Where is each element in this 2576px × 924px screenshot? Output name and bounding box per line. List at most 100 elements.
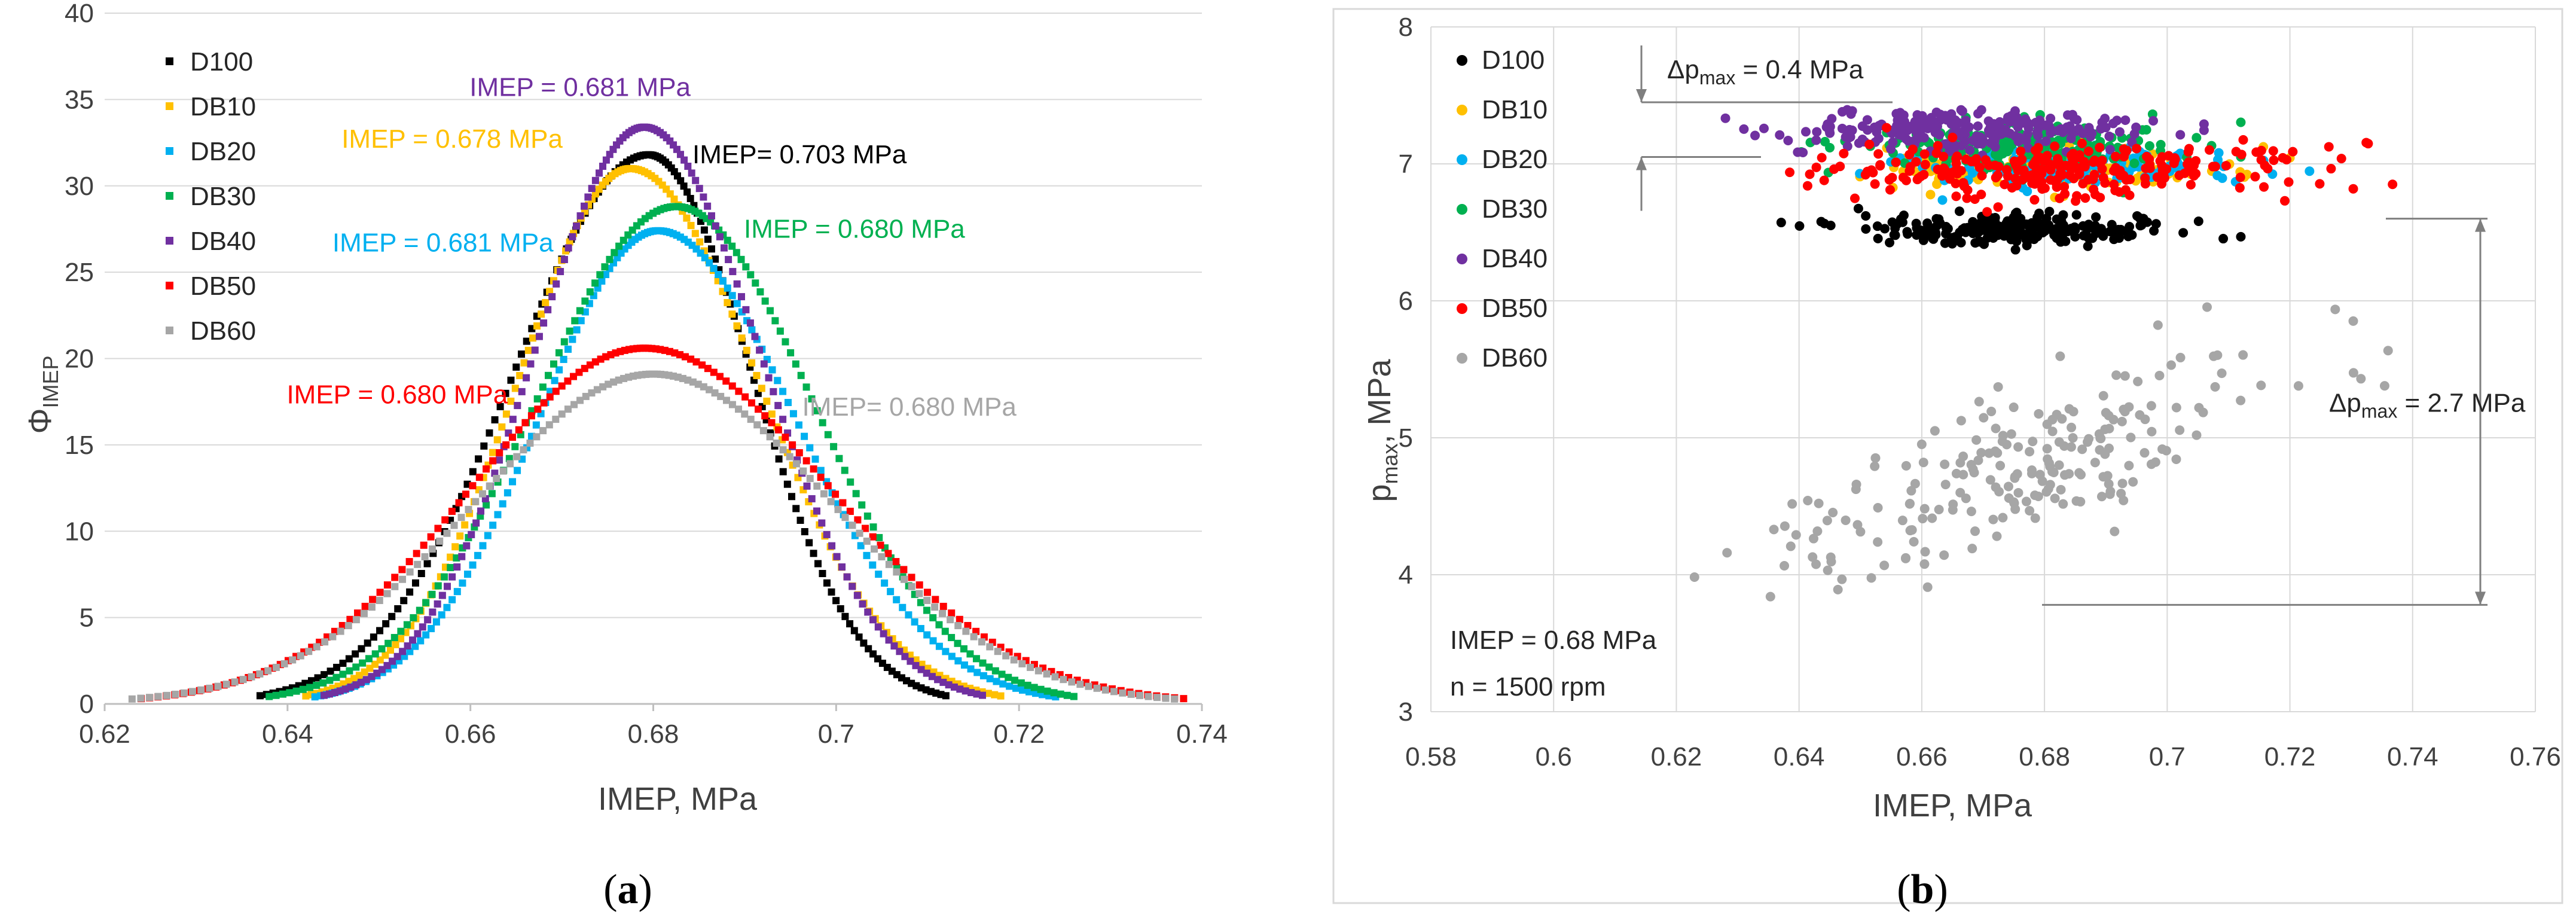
chart-a-point-db20 [948, 652, 956, 660]
chart-b-point-db60 [1971, 435, 1982, 445]
chart-a-point-db30 [761, 297, 769, 305]
chart-a-point-db30 [416, 606, 423, 614]
chart-b-point-db40 [2062, 110, 2073, 120]
chart-a-point-db60 [360, 609, 368, 617]
chart-a-point-db40 [692, 176, 700, 184]
chart-b-point-d100 [2032, 212, 2043, 222]
chart-a-point-db50 [558, 382, 566, 390]
chart-b-point-db40 [2005, 129, 2015, 139]
chart-a-point-db50 [892, 558, 900, 566]
chart-b-point-db50 [2066, 151, 2076, 161]
chart-a-point-d100 [376, 627, 384, 635]
chart-a-point-db20 [551, 377, 558, 385]
chart-b-point-db60 [1934, 504, 1944, 514]
chart-a-point-db20 [733, 300, 741, 307]
chart-a-point-db60 [792, 460, 800, 468]
chart-b-legend-label: DB10 [1482, 95, 1548, 124]
chart-b-point-d100 [2098, 231, 2108, 241]
chart-b-point-db50 [2157, 179, 2167, 189]
chart-a-point-db40 [540, 319, 548, 327]
chart-a-point-db30 [555, 349, 563, 356]
chart-b-point-db60 [1791, 530, 1801, 540]
chart-a-point-db40 [774, 402, 782, 410]
chart-a-point-db30 [410, 614, 417, 621]
chart-a-point-d100 [788, 493, 796, 501]
chart-b-y-tick-6: 6 [1399, 286, 1413, 316]
chart-a-point-db30 [935, 621, 943, 629]
chart-a-point-db50 [774, 426, 782, 434]
chart-b-point-db40 [2148, 116, 2159, 126]
chart-a-point-db60 [443, 529, 451, 537]
chart-b-point-db60 [1808, 533, 1818, 544]
chart-b-point-db40 [1917, 111, 1927, 121]
chart-a-point-db50 [687, 355, 695, 363]
chart-b-point-db40 [1946, 109, 1957, 119]
chart-a-point-db30 [313, 681, 321, 689]
chart-a-point-db60 [239, 676, 247, 684]
chart-a-point-db50 [413, 550, 420, 557]
chart-a-point-db50 [420, 541, 428, 549]
chart-a-point-db60 [1119, 689, 1127, 697]
chart-b-point-db50 [1951, 191, 1961, 202]
chart-b-point-db60 [1985, 475, 1995, 485]
chart-a-point-db60 [222, 681, 230, 688]
chart-b-point-db60 [2025, 447, 2035, 457]
chart-b-point-db60 [2348, 316, 2358, 326]
chart-b-legend-item-db60: DB60 [1457, 343, 1548, 373]
chart-b-point-db60 [1780, 561, 1790, 571]
chart-b-legend-marker [1457, 254, 1467, 264]
chart-a-point-db30 [339, 670, 347, 678]
chart-a-point-db40 [414, 630, 422, 638]
chart-a-point-db60 [1018, 660, 1026, 667]
chart-b-point-d100 [2018, 230, 2028, 240]
chart-b-point-db60 [1909, 536, 1919, 547]
chart-a-point-db20 [448, 596, 456, 603]
chart-b-point-db50 [1993, 202, 2003, 212]
chart-a-point-db50 [768, 419, 776, 426]
chart-a-point-db60 [506, 460, 514, 468]
chart-a-annotation-3: IMEP= 0.703 MPa [692, 140, 907, 169]
chart-a-point-db60 [457, 514, 465, 522]
chart-b-point-db50 [1870, 179, 1880, 189]
chart-b-point-db60 [1780, 521, 1790, 531]
chart-b-point-db40 [2035, 115, 2045, 126]
chart-b-condition-2: n = 1500 rpm [1450, 672, 1606, 702]
chart-b-point-db30 [2129, 158, 2139, 169]
chart-a-point-d100 [518, 350, 526, 358]
chart-a-point-db20 [779, 388, 787, 395]
chart-a-point-db10 [696, 238, 704, 246]
chart-a-point-db60 [1076, 681, 1084, 688]
chart-b-point-db50 [2060, 189, 2070, 199]
chart-b-point-db60 [1966, 507, 1976, 517]
chart-b-x-tick-0-62: 0.62 [1651, 742, 1702, 771]
chart-a-point-db60 [1010, 656, 1018, 664]
chart-b-point-db60 [2111, 370, 2122, 380]
chart-b-point-d100 [2218, 234, 2229, 244]
chart-a-point-d100 [680, 182, 688, 190]
chart-b-point-db50 [2095, 193, 2105, 203]
chart-a-point-db30 [441, 573, 448, 581]
chart-a-point-db60 [264, 667, 272, 675]
chart-a-point-d100 [707, 245, 715, 253]
chart-a-point-db50 [964, 622, 972, 630]
chart-a-point-db60 [558, 410, 566, 418]
chart-a-point-db30 [611, 249, 618, 257]
chart-b-point-db40 [2112, 115, 2122, 126]
chart-b-legend-marker [1457, 105, 1467, 115]
chart-b-point-db60 [2209, 351, 2219, 361]
chart-b-point-db50 [1817, 153, 1827, 163]
chart-a-point-db30 [1011, 676, 1019, 684]
chart-a-point-db40 [518, 388, 526, 395]
chart-b-point-d100 [1861, 211, 1871, 221]
chart-b-point-d100 [1853, 203, 1863, 214]
chart-a-point-db60 [827, 498, 835, 505]
chart-b-point-db50 [1947, 167, 1957, 178]
chart-a-point-db50 [869, 533, 877, 541]
chart-b-point-db50 [1805, 169, 1815, 179]
chart-a-legend-marker [166, 147, 173, 155]
chart-b-y-tick-4: 4 [1399, 560, 1413, 590]
chart-b-point-db40 [1946, 119, 1957, 129]
chart-a-series-db20 [311, 227, 1060, 701]
chart-a-point-db20 [503, 489, 511, 497]
chart-b-point-db50 [1974, 163, 1985, 173]
